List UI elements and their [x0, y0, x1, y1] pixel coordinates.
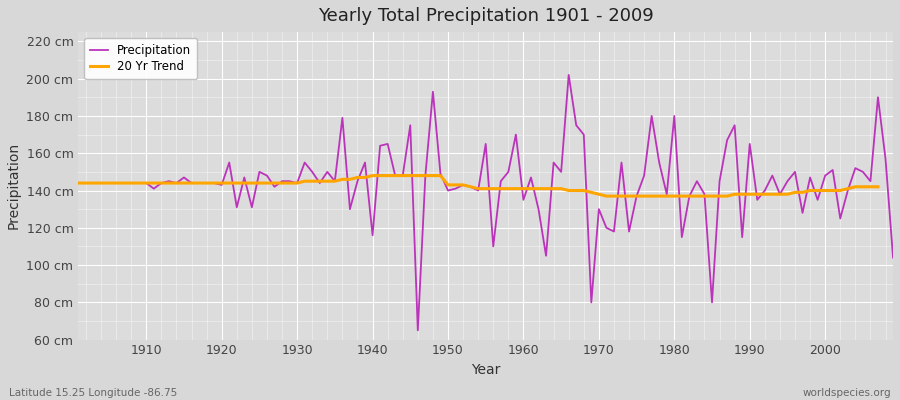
X-axis label: Year: Year: [471, 363, 500, 377]
Text: Latitude 15.25 Longitude -86.75: Latitude 15.25 Longitude -86.75: [9, 388, 177, 398]
Y-axis label: Precipitation: Precipitation: [7, 142, 21, 230]
Precipitation: [526, 175, 536, 180]
20 Yr Trend: [518, 186, 529, 191]
Precipitation: [345, 207, 356, 212]
Line: 20 Yr Trend: 20 Yr Trend: [78, 176, 878, 196]
Precipitation: [518, 198, 529, 202]
Precipitation: [887, 255, 898, 260]
Legend: Precipitation, 20 Yr Trend: Precipitation, 20 Yr Trend: [85, 38, 197, 79]
20 Yr Trend: [133, 181, 144, 186]
20 Yr Trend: [608, 194, 619, 198]
Precipitation: [624, 229, 634, 234]
Precipitation: [300, 160, 310, 165]
20 Yr Trend: [345, 177, 356, 182]
Precipitation: [73, 181, 84, 186]
20 Yr Trend: [300, 179, 310, 184]
Precipitation: [133, 181, 144, 186]
20 Yr Trend: [510, 186, 521, 191]
Precipitation: [412, 328, 423, 333]
Line: Precipitation: Precipitation: [78, 75, 893, 330]
20 Yr Trend: [73, 181, 84, 186]
Precipitation: [563, 72, 574, 77]
Title: Yearly Total Precipitation 1901 - 2009: Yearly Total Precipitation 1901 - 2009: [318, 7, 653, 25]
Text: worldspecies.org: worldspecies.org: [803, 388, 891, 398]
